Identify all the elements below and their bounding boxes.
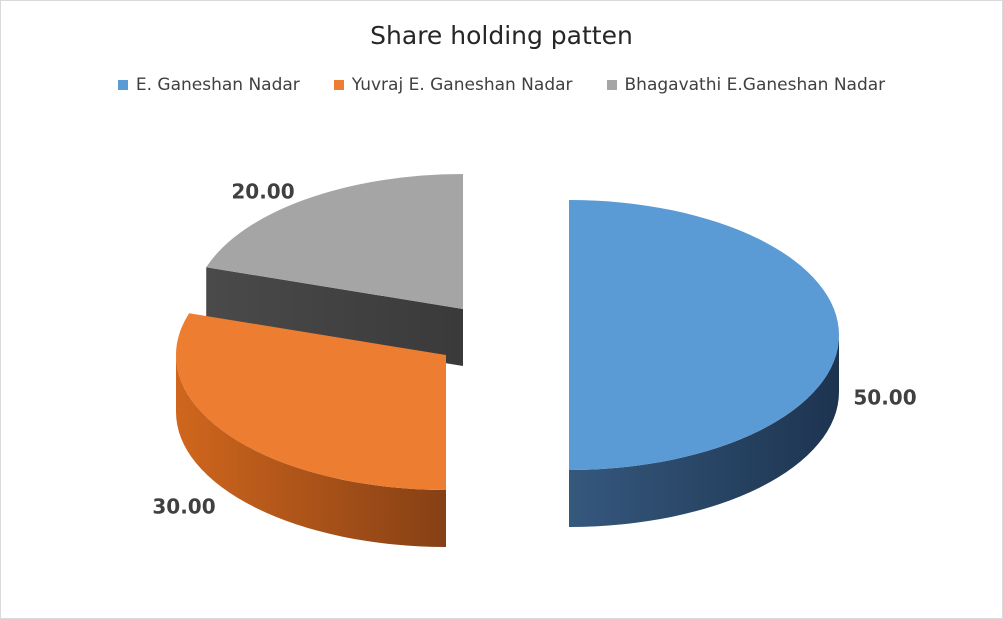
- legend-label-2: Bhagavathi E.Ganeshan Nadar: [624, 75, 886, 95]
- legend-item-0: E. Ganeshan Nadar: [117, 75, 300, 95]
- pie-slice-2-top: [206, 174, 464, 309]
- legend-swatch-0: [117, 80, 128, 90]
- data-label-0: 50.00: [853, 386, 916, 410]
- legend-label-0: E. Ganeshan Nadar: [135, 75, 300, 95]
- pie-slice-0-side: [569, 335, 839, 527]
- pie-slice-2-wall: [206, 267, 464, 366]
- legend-swatch-2: [606, 80, 617, 90]
- data-label-1: 30.00: [152, 495, 215, 519]
- legend-swatch-1: [333, 80, 344, 90]
- pie-slice-1: [175, 313, 447, 547]
- legend-label-1: Yuvraj E. Ganeshan Nadar: [351, 75, 573, 95]
- chart-title: Share holding patten: [370, 21, 633, 50]
- pie-slice-1-top: [175, 313, 447, 490]
- pie-slice-1-side: [176, 355, 446, 547]
- pie-slice-2: [206, 174, 464, 366]
- legend-item-1: Yuvraj E. Ganeshan Nadar: [333, 75, 573, 95]
- legend: E. Ganeshan Nadar Yuvraj E. Ganeshan Nad…: [1, 75, 1002, 95]
- data-label-2: 20.00: [231, 180, 294, 204]
- legend-item-2: Bhagavathi E.Ganeshan Nadar: [606, 75, 886, 95]
- pie-slice-0-top: [569, 200, 839, 470]
- pie-slice-0: [569, 200, 839, 527]
